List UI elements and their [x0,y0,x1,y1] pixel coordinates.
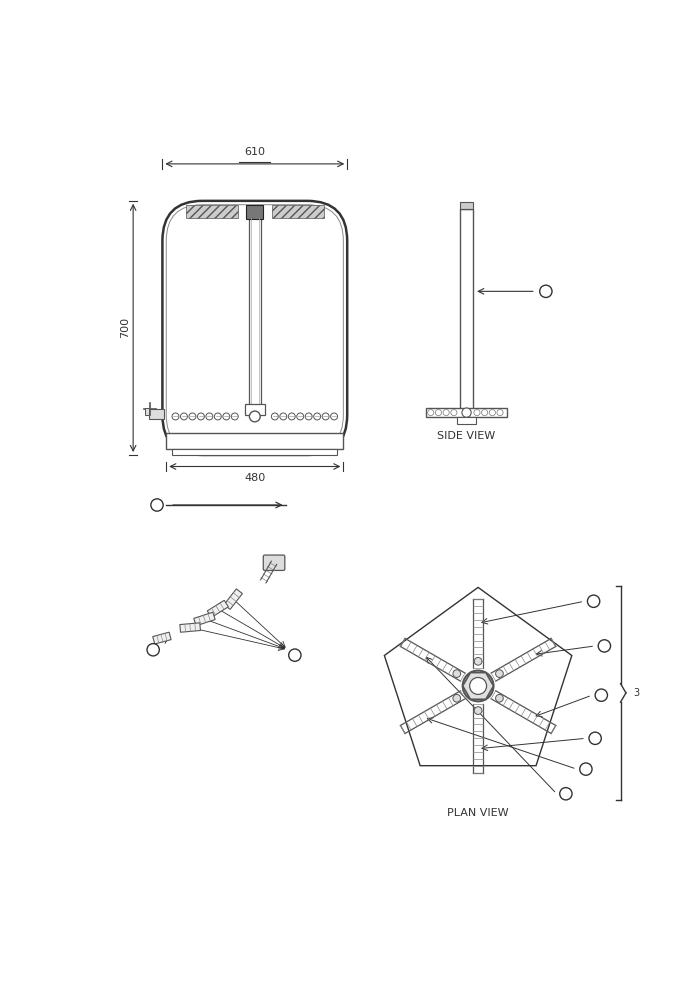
Circle shape [249,411,260,422]
Circle shape [214,413,221,420]
Text: PLAN VIEW: PLAN VIEW [447,808,509,818]
Circle shape [496,694,503,702]
Circle shape [288,413,295,420]
Circle shape [482,410,488,416]
Circle shape [463,671,494,701]
Bar [248,218,261,410]
Bar [186,205,238,218]
Polygon shape [463,673,494,699]
Text: 3: 3 [633,688,639,698]
Text: 2: 2 [598,690,604,700]
Circle shape [489,410,496,416]
Circle shape [322,413,329,420]
Circle shape [496,670,503,677]
Circle shape [428,410,434,416]
Circle shape [453,670,461,677]
FancyBboxPatch shape [167,205,344,451]
Text: 2: 2 [583,764,589,774]
Text: 1: 1 [542,286,549,296]
Bar [272,205,324,218]
Text: 480: 480 [244,473,265,483]
Text: 2: 2 [563,789,569,799]
Polygon shape [194,612,215,626]
Text: 2: 2 [591,596,596,606]
Circle shape [497,410,503,416]
FancyBboxPatch shape [263,555,285,570]
Circle shape [206,413,213,420]
Text: 4: 4 [154,500,160,510]
Circle shape [272,413,279,420]
Circle shape [475,707,482,714]
Circle shape [305,413,312,420]
Circle shape [288,649,301,661]
Polygon shape [224,589,242,609]
Circle shape [587,595,600,607]
Circle shape [589,732,601,744]
Circle shape [280,413,287,420]
Circle shape [453,694,461,702]
Circle shape [595,689,608,701]
Bar [145,408,149,415]
Circle shape [297,413,304,420]
Text: 610: 610 [244,147,265,157]
Circle shape [630,687,642,699]
Bar [426,408,507,417]
Bar [172,449,337,455]
Circle shape [231,413,238,420]
Bar [457,417,476,424]
Circle shape [330,413,337,420]
Bar [461,202,473,209]
Bar [167,433,344,449]
Text: SIDE VIEW: SIDE VIEW [438,431,496,441]
Circle shape [443,410,449,416]
Text: 2: 2 [601,641,608,651]
Circle shape [580,763,592,775]
Circle shape [598,640,610,652]
Circle shape [189,413,196,420]
Text: 5: 5 [292,650,298,660]
Bar [148,409,164,419]
Circle shape [151,499,163,511]
FancyBboxPatch shape [162,201,347,455]
Circle shape [470,677,486,694]
Circle shape [197,413,204,420]
Polygon shape [207,600,228,617]
Circle shape [147,644,160,656]
Circle shape [560,788,572,800]
Circle shape [172,413,179,420]
Bar [461,209,473,413]
Circle shape [540,285,552,297]
Circle shape [475,657,482,665]
Circle shape [435,410,442,416]
Circle shape [474,410,480,416]
Polygon shape [153,632,171,644]
Bar [246,205,263,219]
Text: 2: 2 [592,733,598,743]
Bar [245,404,265,415]
Circle shape [462,408,471,417]
Text: 6: 6 [150,645,156,655]
Circle shape [451,410,457,416]
Text: 700: 700 [120,317,130,338]
Polygon shape [180,623,200,632]
Circle shape [181,413,188,420]
Circle shape [223,413,230,420]
Circle shape [314,413,321,420]
